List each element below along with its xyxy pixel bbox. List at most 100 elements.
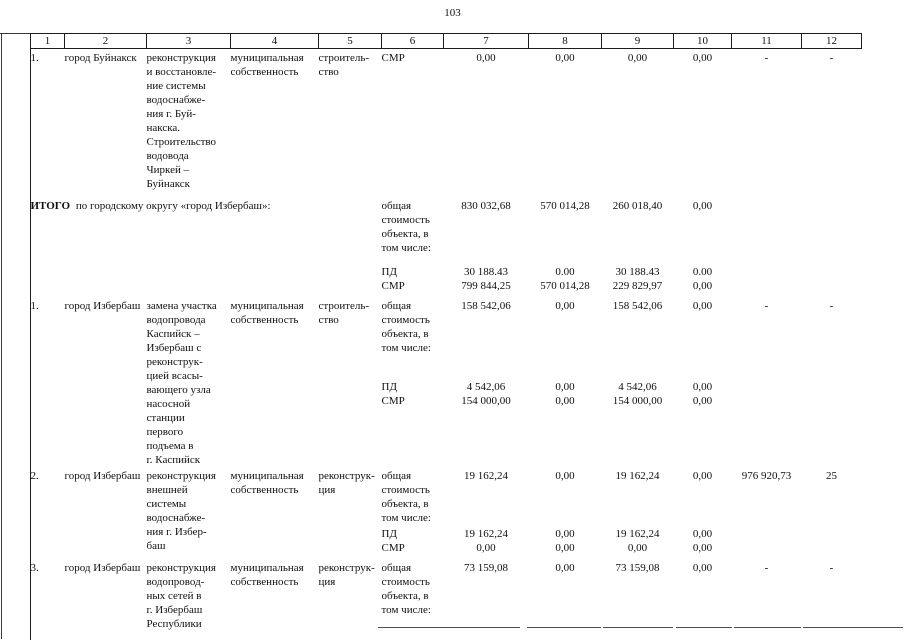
table-row-itogo: ИТОГО по городскому округу «город Изберб…	[31, 197, 862, 263]
column-header: 6	[381, 33, 444, 49]
cell-value-col7: 73 159,08	[464, 561, 508, 574]
column-header: 5	[318, 33, 382, 49]
cell-value-col7: 830 032,68	[461, 199, 511, 212]
cell-value-col12: -	[829, 561, 834, 574]
column-header: 7	[443, 33, 529, 49]
cell-description: замена участка водопровода Каспийск – Из…	[146, 299, 217, 466]
cell-value-col9: 30 188.43 229 829,97	[612, 265, 663, 292]
cell-row-number: 1.	[30, 299, 39, 312]
cell-value-col9: 4 542,06 154 000,00	[612, 381, 663, 408]
cell-work-type: реконструк- ция	[318, 469, 375, 496]
cell-value-col10: 0,00 0,00	[692, 381, 713, 408]
itogo-label-bold: ИТОГО	[30, 199, 71, 212]
cell-value-col8: 0,00	[555, 561, 575, 574]
cell-value-col12: -	[829, 299, 834, 312]
cell-city: город Избербаш	[64, 469, 141, 482]
cell-value-col10: 0,00	[692, 469, 713, 482]
table-header-row: 1 2 3 4 5 6 7 8 9 10 11 12	[30, 33, 862, 49]
cell-value-col11: -	[764, 52, 769, 64]
cell-row-number: 3.	[30, 561, 39, 574]
cell-cost-item: общая стоимость объекта, в том числе:	[381, 561, 431, 616]
cell-ownership: муниципальная собственность	[230, 52, 304, 78]
column-header: 8	[528, 33, 602, 49]
itogo-label: ИТОГО по городскому округу «город Изберб…	[31, 197, 382, 263]
cell-value-col7: 4 542,06 154 000,00	[461, 381, 511, 408]
cell-description: реконструкция внешней системы водоснабже…	[146, 469, 216, 552]
cell-value-col10: 0,00	[692, 199, 713, 212]
cell-value-col8: 0,00 0,00	[555, 527, 575, 554]
bottom-rule-segment	[527, 627, 601, 628]
cell-value-col10: 0.00 0,00	[692, 265, 713, 292]
table-row-izberbash-1: 1. город Избербаш замена участка водопро…	[31, 297, 862, 466]
cell-value-col10: 0,00	[692, 299, 713, 312]
cell-cost-items-pd-smr: ПД СМР	[381, 381, 405, 408]
cell-value-col7: 30 188.43 799 844,25	[461, 265, 511, 292]
table-row-izberbash-3: 3. город Избербаш реконструкция водопров…	[31, 559, 862, 640]
table-row-izberbash-2-breakdown: ПД СМР 19 162,24 0,00 0,00 0,00 19 162,2…	[31, 525, 862, 559]
cell-value-col10: 0,00	[692, 561, 713, 574]
cell-value-col7: 0,00	[476, 52, 496, 64]
cell-work-type: строитель- ство	[318, 299, 370, 326]
cell-value-col10: 0,00	[692, 52, 713, 64]
cell-ownership: муниципальная собственность	[230, 469, 304, 496]
column-header: 1	[30, 33, 65, 49]
bottom-rule-segment	[378, 627, 520, 628]
cell-cost-item: общая стоимость объекта, в том числе:	[381, 299, 431, 354]
page-number: 103	[444, 7, 461, 19]
cell-value-col9: 73 159,08	[615, 561, 660, 574]
cell-work-type: строитель- ство	[318, 52, 370, 78]
cell-value-col8: 0,00	[555, 52, 575, 64]
column-header: 2	[64, 33, 147, 49]
cell-value-col8: 570 014,28	[540, 199, 590, 212]
cell-value-col8: 0,00	[555, 299, 575, 312]
cell-value-col8: 0,00	[555, 469, 575, 482]
cell-cost-item: общая стоимость объекта, в том числе:	[381, 199, 431, 254]
cell-value-col7: 19 162,24	[464, 469, 508, 482]
cell-value-col9: 19 162,24 0,00	[615, 527, 660, 554]
cell-value-col9: 260 018,40	[612, 199, 663, 212]
column-header: 9	[601, 33, 674, 49]
cell-city: город Буйнакск	[64, 52, 137, 64]
cell-row-number: 2.	[30, 469, 39, 482]
itogo-label-rest: по городскому округу «город Избербаш»:	[73, 199, 271, 212]
bottom-rule-segment	[676, 627, 732, 628]
cell-value-col9: 0,00	[627, 52, 648, 64]
table-row-buynaksk: 1. город Буйнакск реконструкция и восста…	[31, 49, 862, 197]
cell-cost-item: общая стоимость объекта, в том числе:	[381, 469, 431, 524]
cell-ownership: муниципальная собственность	[230, 561, 304, 588]
cell-cost-item: СМР	[381, 52, 405, 64]
cell-value-col12: 25	[826, 469, 837, 482]
column-header: 10	[673, 33, 732, 49]
cell-city: город Избербаш	[64, 561, 141, 574]
table-left-border	[30, 33, 31, 640]
cell-value-col8: 0.00 570 014,28	[540, 265, 590, 292]
cell-value-col9: 158 542,06	[612, 299, 663, 312]
cell-city: город Избербаш	[64, 299, 141, 312]
cell-description: реконструкция водопровод- ных сетей в г.…	[146, 561, 216, 630]
bottom-rule-segment	[603, 627, 673, 628]
cell-value-col9: 19 162,24	[615, 469, 660, 482]
cell-row-number: 1.	[30, 52, 39, 64]
cell-cost-items-pd-smr: ПД СМР	[381, 265, 405, 292]
cell-work-type: реконструк- ция	[318, 561, 375, 588]
cell-value-col11: -	[764, 561, 769, 574]
projects-table: 1 2 3 4 5 6 7 8 9 10 11 12 1. город Буйн…	[30, 33, 862, 640]
cell-value-col7: 19 162,24 0,00	[464, 527, 508, 554]
cell-description: реконструкция и восстановле- ние системы…	[146, 52, 217, 190]
column-header: 3	[146, 33, 231, 49]
cell-value-col12: -	[829, 52, 834, 64]
cell-value-col11: 976 920,73	[741, 469, 792, 482]
column-header: 12	[801, 33, 862, 49]
cell-value-col7: 158 542,06	[461, 299, 511, 312]
cell-value-col11: -	[764, 299, 769, 312]
cell-value-col8: 0,00 0,00	[555, 381, 575, 408]
bottom-rule-segment	[734, 627, 801, 628]
cell-cost-items-pd-smr: ПД СМР	[381, 527, 405, 554]
scan-edge-line	[1, 33, 2, 639]
column-header: 4	[230, 33, 319, 49]
column-header: 11	[731, 33, 802, 49]
cell-value-col10: 0,00 0,00	[692, 527, 713, 554]
table-row-itogo-breakdown: ПД СМР 30 188.43 799 844,25 0.00 570 014…	[31, 263, 862, 297]
table-row-izberbash-2: 2. город Избербаш реконструкция внешней …	[31, 467, 862, 552]
